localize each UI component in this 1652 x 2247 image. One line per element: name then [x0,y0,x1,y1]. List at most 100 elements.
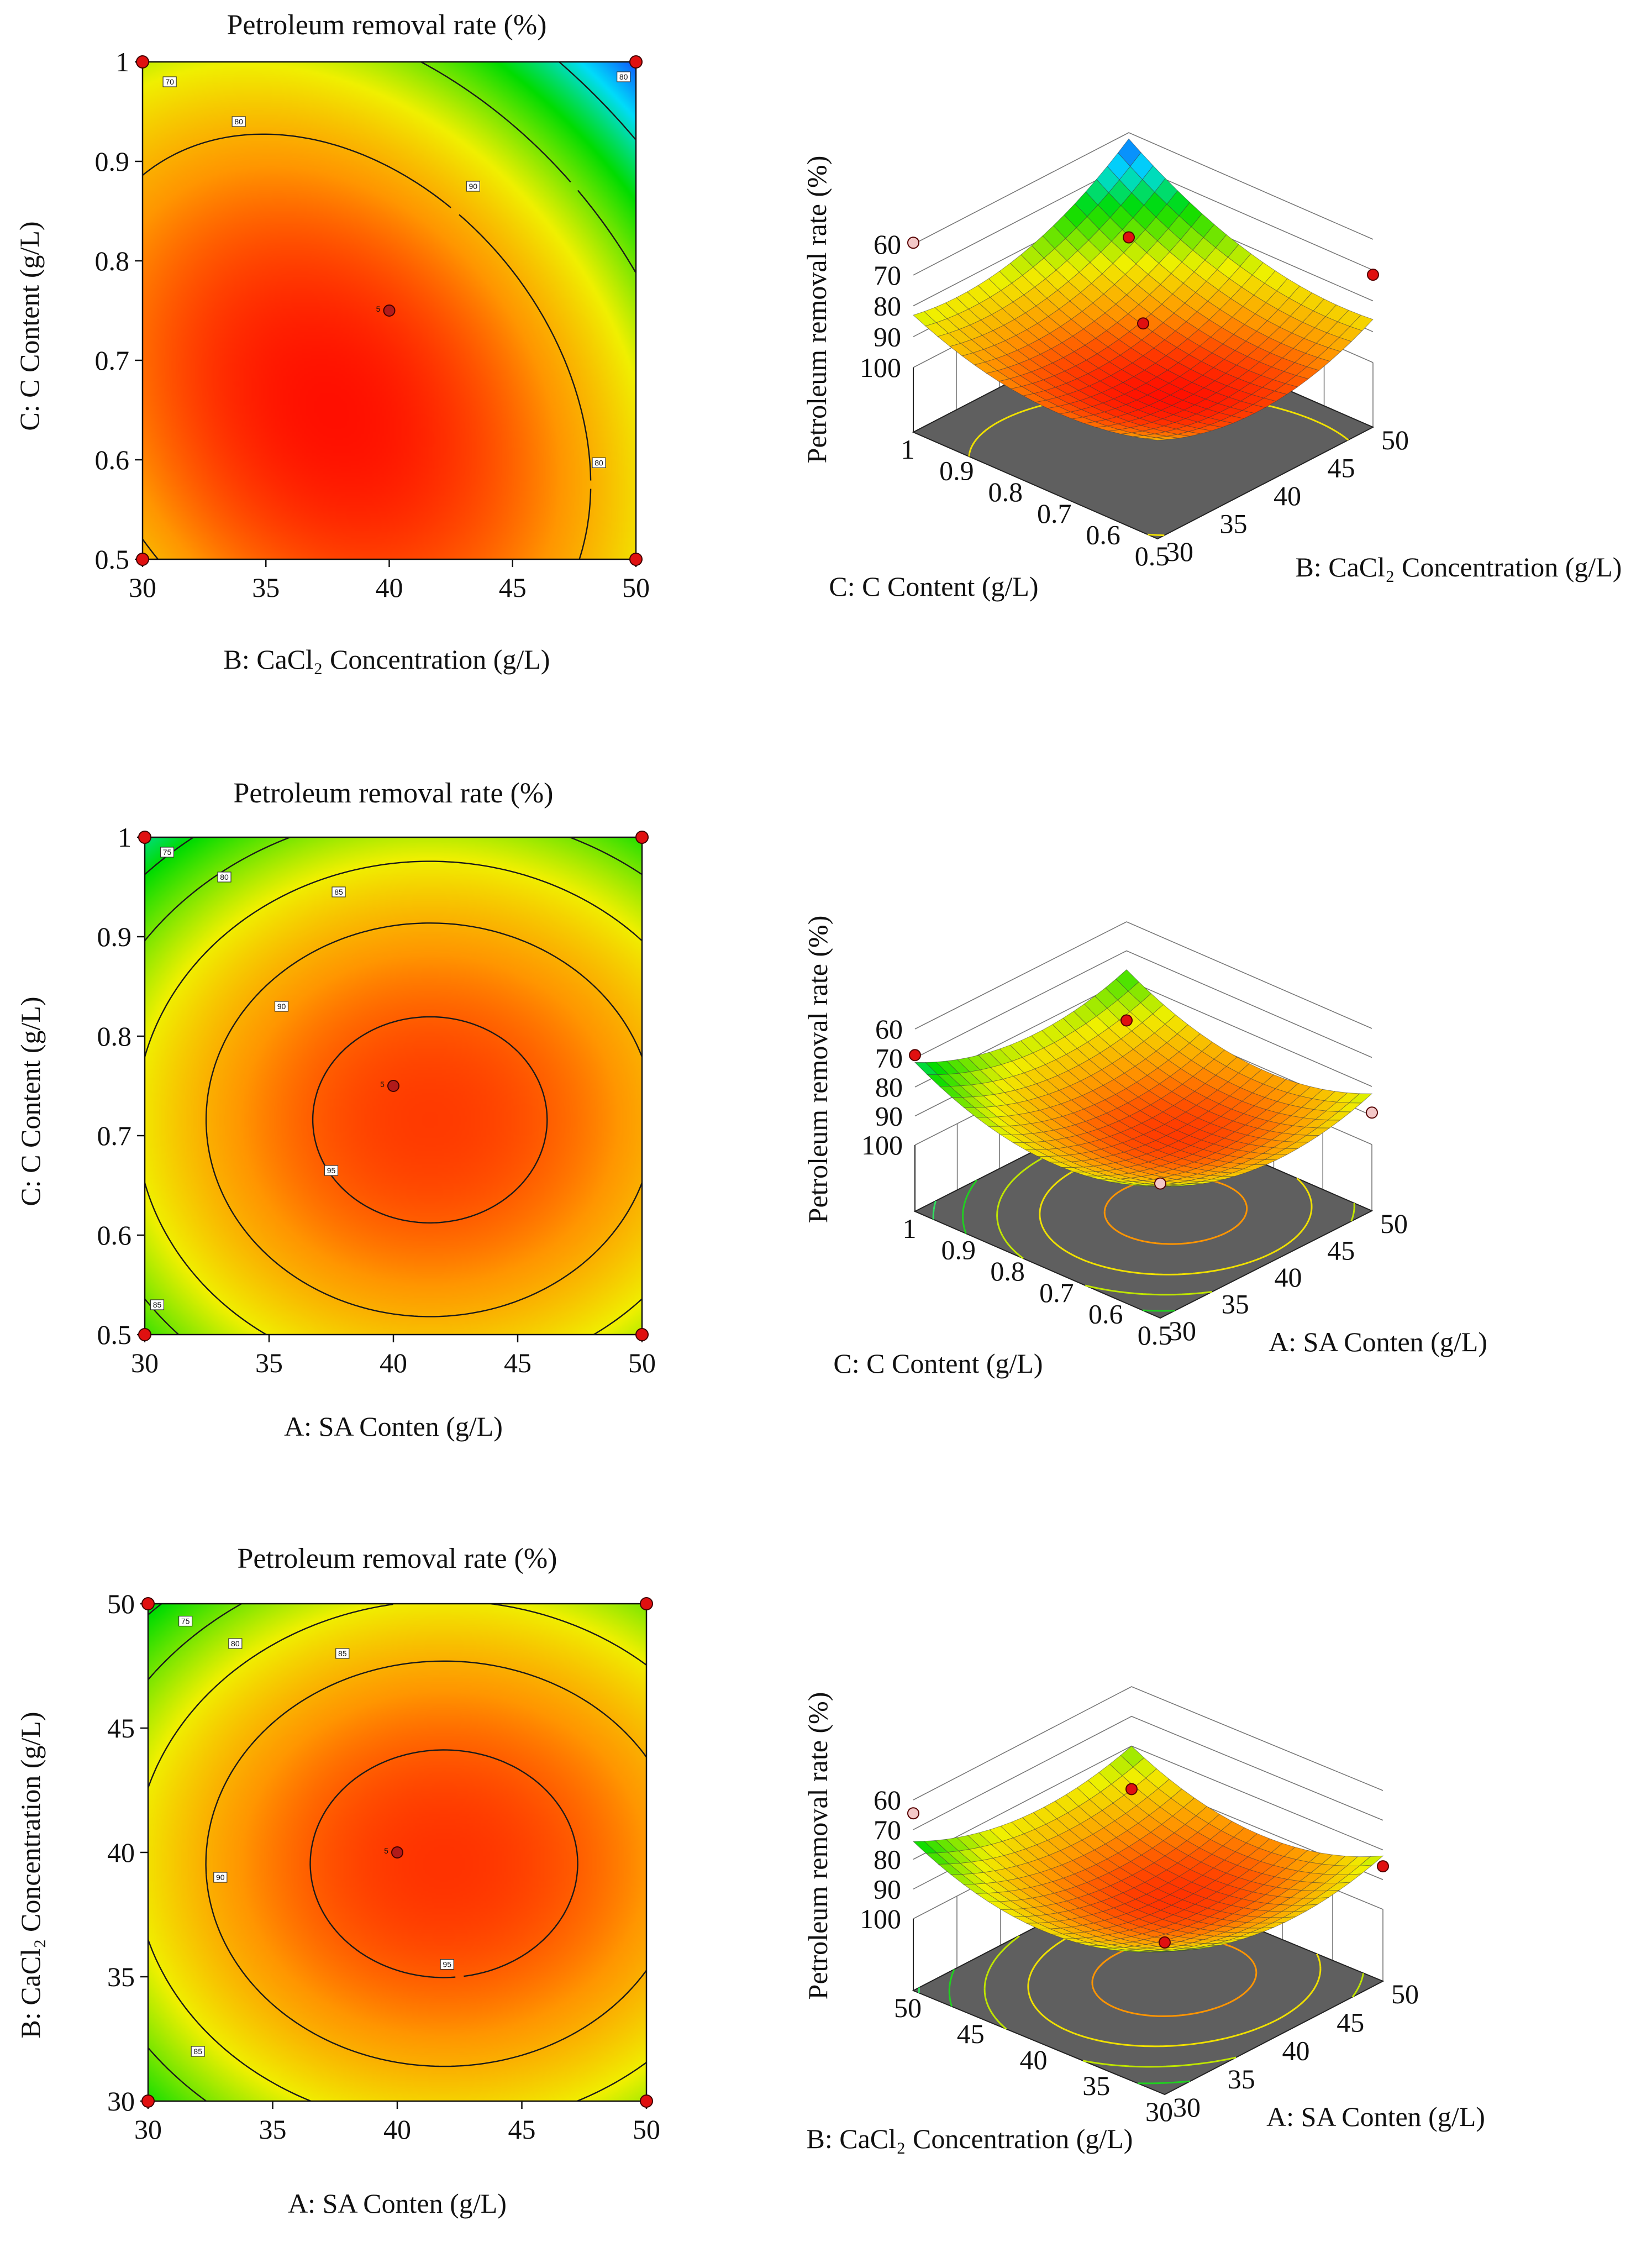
x-tick-label: 50 [628,1347,656,1378]
contour-xlabel-3: A: SA Conten (g/L) [288,2188,507,2219]
contour-label-box [466,181,480,192]
center-point-count: 5 [384,1846,388,1855]
surface-mesh [912,1745,1384,1952]
wall-grid-line [913,1715,1383,1830]
design-point [136,553,149,566]
z-tick-label: 60 [874,229,901,260]
x-tick-label: 35 [252,572,280,603]
right-axis-tick-label: 45 [1327,1235,1355,1266]
contour-label-box [617,71,631,82]
y-tick-label: 0.6 [95,444,130,475]
left-axis-tick-label: 0.9 [939,455,974,486]
y-tick-label: 1 [115,46,129,77]
x-tick-label: 40 [376,572,403,603]
contour-title-3: Petroleum removal rate (%) [238,1543,557,1574]
contour-label-box [217,872,232,883]
center-design-point [387,1080,399,1092]
design-point [136,55,149,69]
surface-design-point [1159,1936,1171,1949]
contour-line-90 [205,1660,646,2067]
contour-line-80 [148,1604,242,2101]
contour-label-box [232,116,246,127]
left-axis-tick-label: 0.9 [941,1235,976,1266]
x-tick-label: 50 [622,572,650,603]
z-tick-label: 70 [874,260,901,291]
contour-label-box [592,457,606,469]
right-axis-tick-label: 35 [1222,1289,1249,1320]
y-tick-label: 0.9 [95,146,130,177]
surface-design-point [1123,231,1135,244]
contour-ylabel-1: C: C Content (g/L) [14,221,45,431]
design-point [629,553,643,566]
contour-line-80 [145,837,642,1335]
floor-contour-95 [1091,1938,1258,2017]
design-point [141,1597,155,1610]
y-tick-label: 30 [107,2086,135,2117]
surface-left-axis-label-2: C: C Content (g/L) [833,1348,1043,1379]
contour-line-95 [312,1016,548,1224]
y-tick-label: 0.8 [97,1021,132,1052]
contour-label: 85 [193,2047,202,2056]
x-tick-label: 50 [633,2114,660,2145]
contour-label-box [324,1165,339,1176]
contour-xlabel-2: A: SA Conten (g/L) [284,1411,503,1442]
surface-panel-cacl2-vs-c: Petroleum removal rate (%) C: C Content … [801,132,1622,602]
contour-label: 85 [153,1300,162,1309]
contour-label: 90 [469,182,478,191]
z-tick-label: 90 [874,1873,901,1904]
surface-zlabel-1: Petroleum removal rate (%) [801,156,832,464]
contour-panel-sa-vs-c: Petroleum removal rate (%) A: SA Conten … [15,778,656,1442]
surface-mesh [914,969,1373,1187]
design-point [141,2094,155,2108]
contour-line-85 [145,860,642,1335]
wall-grid-line [913,1686,1383,1800]
contour-label: 75 [163,848,172,857]
left-axis-tick-label: 0.7 [1037,498,1072,529]
left-axis-tick-label: 0.8 [990,1256,1025,1287]
surface-facet [1152,1951,1176,1952]
contour-line-95 [309,1749,578,1978]
y-tick-label: 40 [107,1837,135,1868]
contour-line-70 [559,62,636,140]
surface-design-point [907,1807,919,1820]
surface-right-axis-label-1: B: CaCl₂ Concentration (g/L) [1296,552,1622,582]
contour-ylabel-2: C: C Content (g/L) [15,996,46,1206]
y-tick-label: 45 [107,1713,135,1744]
y-tick-label: 0.5 [97,1319,132,1350]
right-axis-tick-label: 30 [1166,536,1193,567]
contour-label: 80 [594,458,603,467]
center-design-point [383,305,396,317]
contour-label: 80 [231,1639,240,1648]
design-point [629,55,643,69]
left-axis-tick-label: 45 [957,2018,985,2049]
surface-design-point [1377,1860,1389,1873]
surface-facet [1145,437,1169,441]
y-tick-label: 50 [107,1588,135,1619]
z-tick-label: 100 [860,1903,901,1934]
contour-line-90 [205,922,642,1317]
left-axis-tick-label: 1 [901,434,915,465]
contour-label-box [178,1615,193,1627]
left-axis-tick-label: 0.5 [1138,1320,1172,1351]
contour-line-80 [420,62,636,274]
right-axis-tick-label: 45 [1328,453,1355,484]
y-tick-label: 0.7 [95,345,130,376]
surface-left-axis-label-3: B: CaCl₂ Concentration (g/L) [807,2123,1133,2154]
center-design-point [391,1846,403,1859]
design-point [138,1328,151,1341]
design-point [640,2094,653,2108]
contour-label: 95 [443,1960,451,1969]
surface-zlabel-3: Petroleum removal rate (%) [802,1692,833,2000]
surface-right-axis-label-3: A: SA Conten (g/L) [1266,2101,1485,2132]
surface-panel-sa-vs-cacl2: Petroleum removal rate (%) B: CaCl₂ Conc… [802,1686,1485,2154]
surface-zlabel-2: Petroleum removal rate (%) [802,916,833,1224]
design-point [640,1597,653,1610]
contour-label-box [191,2046,205,2057]
contour-line-90 [143,133,592,559]
surface-design-point [1120,1014,1133,1027]
z-tick-label: 70 [874,1814,901,1845]
contour-label: 85 [338,1649,347,1658]
right-axis-tick-label: 40 [1275,1262,1302,1293]
x-tick-label: 40 [380,1347,407,1378]
right-axis-tick-label: 45 [1337,2007,1364,2038]
